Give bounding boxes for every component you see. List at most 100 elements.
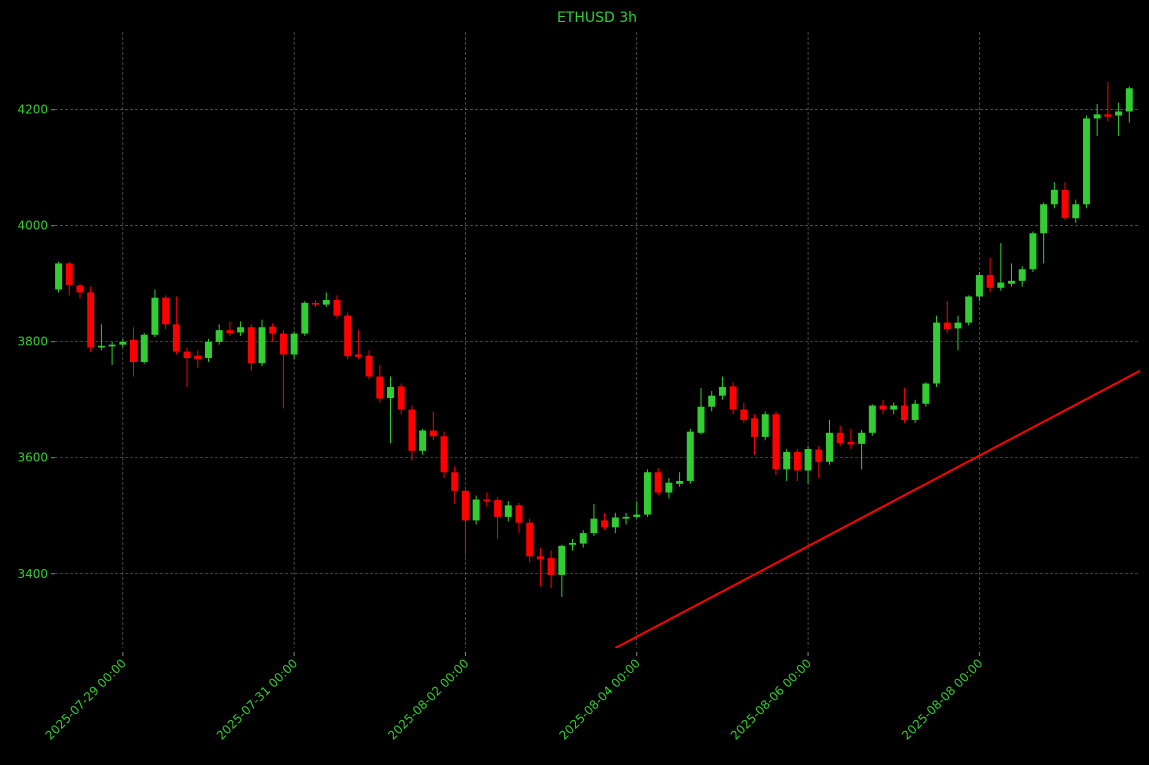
- candle-body: [472, 499, 480, 521]
- candle-body: [172, 324, 180, 352]
- candle-body: [162, 297, 170, 325]
- candle-body: [279, 333, 287, 355]
- candle-body: [751, 418, 759, 437]
- candle-body: [130, 340, 137, 363]
- candle-body: [55, 263, 63, 290]
- candle-body: [526, 522, 534, 557]
- candle-body: [718, 386, 726, 396]
- candle-body: [997, 282, 1005, 288]
- candle-body: [301, 302, 309, 334]
- candle-body: [226, 330, 234, 334]
- candle-body: [344, 315, 352, 357]
- candle-body: [108, 344, 116, 347]
- candle-body: [975, 275, 983, 297]
- candle-body: [740, 409, 748, 421]
- candle-body: [900, 405, 908, 421]
- candle-body: [194, 355, 202, 360]
- candle-body: [622, 516, 630, 519]
- candle-body: [1115, 111, 1123, 116]
- candle-body: [322, 299, 330, 305]
- candle-body: [569, 543, 576, 545]
- candle-body: [697, 406, 705, 433]
- candle-body: [858, 432, 866, 444]
- candle-body: [183, 351, 191, 358]
- candle-body: [354, 354, 362, 357]
- y-tick-label: 3400: [17, 567, 48, 581]
- candle-body: [633, 514, 641, 517]
- candle-body: [97, 345, 105, 348]
- candle-body: [815, 449, 823, 462]
- candle-body: [1040, 204, 1048, 234]
- candle-body: [247, 327, 255, 364]
- candle-body: [1093, 114, 1101, 119]
- candle-body: [579, 533, 587, 544]
- candle-body: [483, 499, 491, 502]
- candle-body: [847, 442, 855, 445]
- candle-body: [879, 405, 887, 410]
- candle-body: [237, 327, 245, 333]
- candle-body: [269, 326, 277, 334]
- candle-body: [868, 405, 876, 433]
- candle-body: [376, 376, 384, 399]
- candle-body: [654, 472, 662, 493]
- trend-line: [614, 369, 1140, 648]
- candle-body: [547, 558, 555, 575]
- candle-body: [804, 449, 812, 471]
- candle-body: [933, 322, 941, 384]
- candle-body: [536, 556, 544, 560]
- y-tick-label: 3600: [17, 451, 48, 465]
- candle-body: [333, 299, 341, 316]
- candle-body: [954, 322, 962, 329]
- candle-body: [1008, 280, 1015, 284]
- candle-body: [87, 292, 95, 348]
- candle-body: [1104, 114, 1112, 117]
- candle-body: [943, 322, 951, 329]
- candle-body: [419, 430, 427, 451]
- candle-body: [911, 403, 919, 421]
- candle-body: [397, 386, 405, 410]
- candle-body: [515, 505, 523, 523]
- candle-body: [408, 409, 416, 451]
- candle-body: [365, 355, 373, 377]
- candle-body: [643, 472, 651, 515]
- candle-body: [140, 334, 148, 363]
- plot: [55, 81, 1140, 648]
- candle-body: [836, 432, 844, 444]
- candle-body: [215, 330, 223, 342]
- candle-body: [1018, 269, 1026, 281]
- candle-body: [65, 263, 73, 285]
- candle-body: [708, 395, 716, 407]
- candle-body: [729, 386, 737, 410]
- candle-body: [965, 296, 973, 323]
- candle-body: [461, 490, 469, 521]
- y-tick-label: 4200: [17, 103, 48, 117]
- candle-body: [504, 505, 512, 517]
- candle-body: [601, 520, 609, 528]
- candle-body: [783, 451, 791, 470]
- candle-body: [793, 451, 801, 471]
- candle-body: [258, 327, 266, 364]
- candle-body: [429, 430, 437, 437]
- candle-body: [1029, 233, 1037, 270]
- candle-body: [312, 302, 320, 305]
- candle-body: [558, 545, 566, 575]
- candle-body: [826, 432, 833, 462]
- candle-body: [1125, 88, 1133, 112]
- candle-body: [204, 341, 212, 358]
- candle-body: [922, 383, 930, 404]
- candle-body: [986, 275, 994, 288]
- y-tick-label: 4000: [17, 219, 48, 233]
- candle-body: [1050, 189, 1058, 205]
- candle-body: [1061, 189, 1069, 219]
- candle-body: [1072, 204, 1080, 219]
- candle-body: [451, 472, 459, 491]
- candle-body: [772, 414, 780, 470]
- candle-body: [387, 386, 394, 399]
- candle-body: [590, 518, 598, 534]
- candle-body: [494, 500, 502, 517]
- candle-body: [665, 482, 673, 493]
- candle-body: [76, 285, 84, 293]
